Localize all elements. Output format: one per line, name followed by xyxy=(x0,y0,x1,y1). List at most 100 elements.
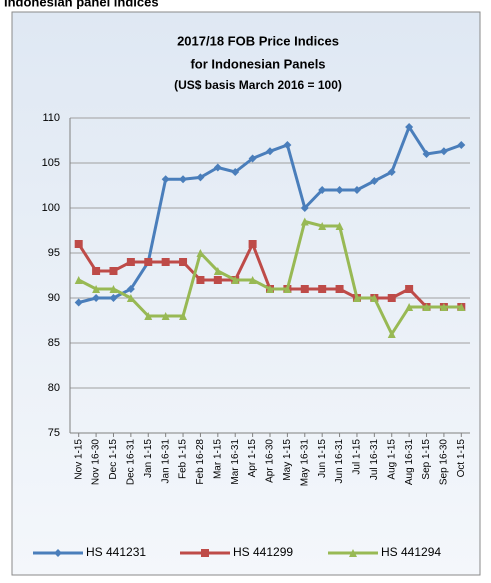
data-point xyxy=(144,312,153,320)
data-point xyxy=(335,222,344,230)
data-point xyxy=(92,267,101,275)
x-tick-label: Feb 16-28 xyxy=(195,439,206,485)
data-point xyxy=(405,285,414,293)
data-point xyxy=(213,267,222,275)
data-point xyxy=(126,258,135,266)
data-point xyxy=(457,303,466,311)
y-tick-label: 100 xyxy=(42,202,60,214)
x-tick-label: Aug 1-15 xyxy=(386,439,397,480)
data-point xyxy=(231,168,240,176)
y-tick-label: 85 xyxy=(48,337,60,349)
x-tick-label: Jun 1-15 xyxy=(317,439,328,478)
legend-marker xyxy=(201,549,209,557)
data-point xyxy=(439,303,448,311)
chart-title: 2017/18 FOB Price Indices xyxy=(177,33,339,48)
legend-marker xyxy=(54,549,62,557)
data-point xyxy=(266,147,274,156)
data-point xyxy=(196,249,205,257)
data-point xyxy=(422,150,431,158)
data-point xyxy=(161,312,170,320)
x-tick-label: May 1-15 xyxy=(282,439,293,481)
data-point xyxy=(439,147,448,156)
data-point xyxy=(248,154,257,163)
y-tick-label: 75 xyxy=(48,427,60,439)
chart-title: for Indonesian Panels xyxy=(190,56,325,71)
x-tick-label: Nov 16-30 xyxy=(91,439,102,486)
data-point xyxy=(370,294,379,302)
data-point xyxy=(126,285,135,293)
x-tick-label: Jun 16-31 xyxy=(334,439,345,484)
data-point xyxy=(318,222,327,230)
data-point xyxy=(405,123,414,131)
series xyxy=(74,123,466,307)
y-tick-label: 95 xyxy=(48,247,60,259)
data-point xyxy=(335,186,344,194)
legend-label: HS 441299 xyxy=(233,545,293,559)
header: Indonesian panel indices xyxy=(4,0,159,9)
x-tick-label: Sep 16-30 xyxy=(439,439,450,486)
x-tick-label: Apr 1-15 xyxy=(247,439,258,478)
series xyxy=(74,217,466,338)
data-point xyxy=(266,285,274,293)
data-point xyxy=(196,173,205,182)
data-point xyxy=(318,285,327,293)
data-point xyxy=(248,240,257,248)
data-point xyxy=(213,163,222,172)
x-tick-label: Dec 16-31 xyxy=(126,439,137,486)
data-point xyxy=(109,285,118,293)
data-point xyxy=(92,285,101,293)
x-tick-label: Mar 16-31 xyxy=(230,439,241,485)
chart-frame xyxy=(11,11,481,576)
data-point xyxy=(109,294,118,302)
data-point xyxy=(318,186,327,194)
x-tick-label: Jan 1-15 xyxy=(143,439,154,478)
x-tick-label: Feb 1-15 xyxy=(178,439,189,479)
data-point xyxy=(422,303,431,311)
x-tick-label: Apr 16-30 xyxy=(265,439,276,483)
x-tick-label: Aug 16-31 xyxy=(404,439,415,486)
data-point xyxy=(300,285,309,293)
data-point xyxy=(213,276,222,284)
data-point xyxy=(352,186,361,194)
data-point xyxy=(196,276,205,284)
data-point xyxy=(248,276,257,284)
data-point xyxy=(352,294,361,302)
y-tick-label: 105 xyxy=(42,157,60,169)
data-point xyxy=(457,141,466,149)
data-point xyxy=(283,141,292,149)
data-point xyxy=(179,175,188,184)
data-point xyxy=(179,258,188,266)
data-point xyxy=(231,276,240,284)
data-point xyxy=(300,217,309,226)
data-point xyxy=(335,285,344,293)
data-point xyxy=(387,294,396,302)
data-point xyxy=(161,258,170,266)
data-point xyxy=(300,204,309,212)
x-tick-label: Jan 16-31 xyxy=(160,439,171,484)
data-point xyxy=(387,168,396,176)
x-tick-label: Dec 1-15 xyxy=(108,439,119,480)
data-point xyxy=(387,330,396,338)
data-point xyxy=(74,240,83,248)
data-point xyxy=(370,177,379,185)
legend-label: HS 441231 xyxy=(86,545,146,559)
data-point xyxy=(74,276,83,284)
data-point xyxy=(405,303,414,311)
y-tick-label: 110 xyxy=(42,112,60,124)
x-tick-label: May 16-31 xyxy=(299,439,310,487)
data-point xyxy=(109,267,118,275)
x-tick-label: Nov 1-15 xyxy=(73,439,84,480)
y-tick-label: 90 xyxy=(48,292,60,304)
chart-title: (US$ basis March 2016 = 100) xyxy=(174,78,342,92)
data-point xyxy=(179,312,188,320)
data-point xyxy=(126,294,135,302)
x-tick-label: Mar 1-15 xyxy=(212,439,223,479)
data-point xyxy=(283,285,292,293)
legend-marker xyxy=(349,549,357,557)
x-tick-label: Jul 1-15 xyxy=(352,439,363,475)
y-tick-label: 80 xyxy=(48,382,60,394)
data-point xyxy=(92,294,101,302)
data-point xyxy=(161,175,170,184)
x-tick-label: Jul 16-31 xyxy=(369,439,380,481)
